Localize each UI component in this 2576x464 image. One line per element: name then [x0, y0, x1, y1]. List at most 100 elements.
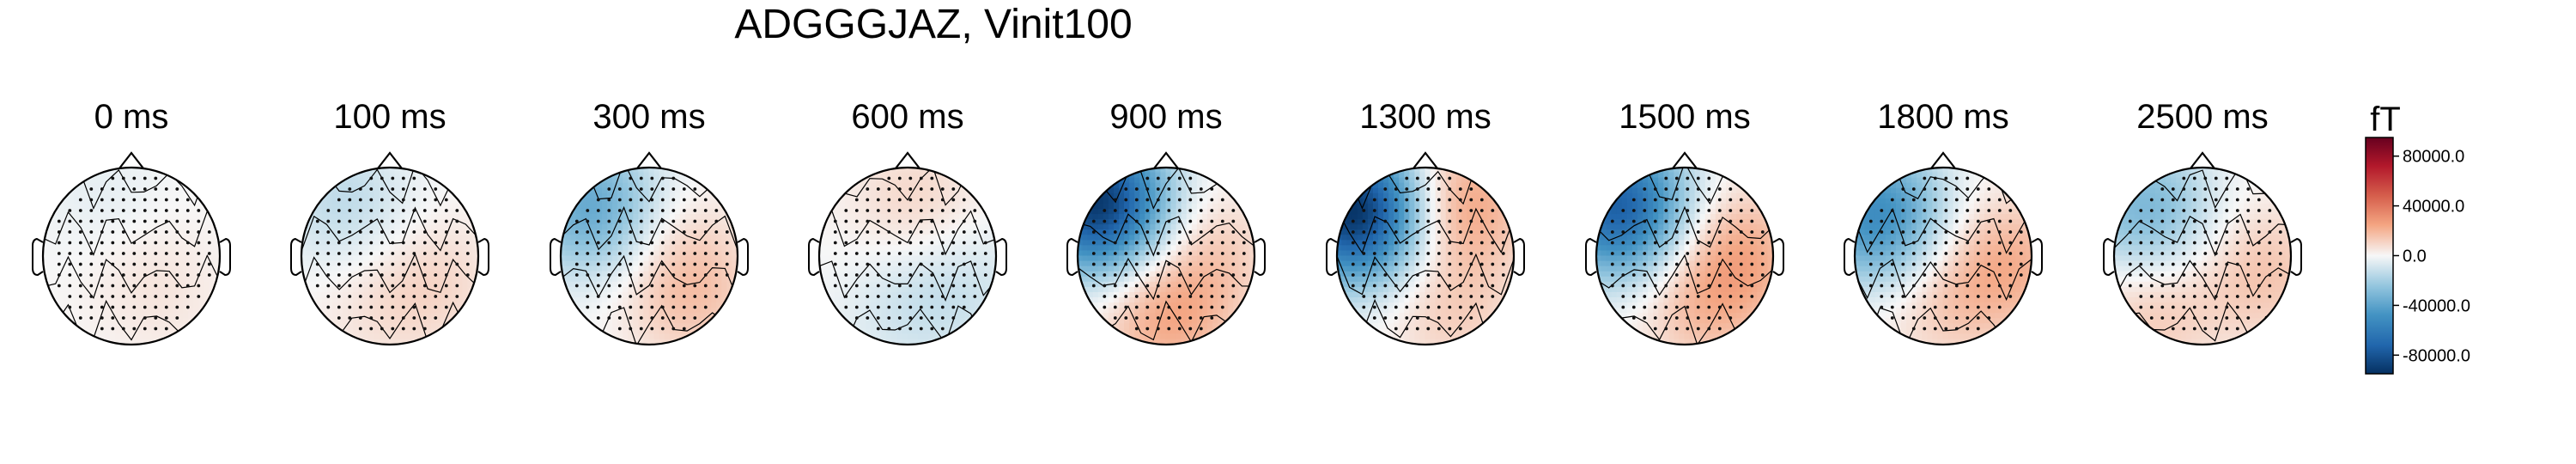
field-cell — [679, 328, 686, 335]
field-cell — [938, 313, 945, 320]
field-cell — [188, 219, 195, 226]
field-cell — [178, 203, 185, 210]
field-cell — [193, 229, 200, 236]
field-cell — [839, 198, 846, 205]
field-cell — [922, 208, 929, 216]
sensor-dot — [175, 305, 179, 309]
field-cell — [580, 260, 587, 267]
field-cell — [94, 328, 101, 335]
field-cell — [607, 302, 614, 309]
field-cell — [1087, 235, 1094, 241]
field-cell — [633, 187, 640, 194]
field-cell — [954, 291, 961, 298]
field-cell — [726, 229, 733, 236]
field-cell — [871, 250, 878, 257]
sensor-dot — [930, 230, 934, 234]
field-cell — [331, 240, 338, 247]
field-cell — [964, 296, 971, 304]
field-cell — [363, 250, 370, 257]
field-cell — [623, 229, 629, 236]
field-cell — [306, 235, 313, 241]
field-cell — [954, 323, 961, 330]
field-cell — [94, 291, 101, 298]
field-cell — [933, 240, 939, 247]
sensor-dot — [444, 209, 448, 212]
sensor-dot — [401, 219, 405, 223]
sensor-dot — [434, 209, 438, 212]
sensor-dot — [639, 295, 643, 298]
field-cell — [172, 182, 179, 189]
field-cell — [368, 192, 375, 199]
field-cell — [648, 182, 655, 189]
field-cell — [348, 245, 355, 252]
sensor-dot — [703, 252, 708, 255]
field-cell — [716, 302, 723, 309]
field-cell — [839, 250, 846, 257]
field-cell — [690, 255, 697, 262]
field-cell — [938, 203, 945, 210]
field-cell — [94, 198, 101, 205]
field-cell — [404, 214, 411, 221]
field-cell — [964, 266, 971, 272]
field-cell — [975, 235, 981, 241]
field-cell — [679, 339, 686, 345]
field-cell — [457, 276, 464, 283]
field-cell — [125, 291, 132, 298]
field-cell — [441, 250, 448, 257]
sensor-dots — [574, 176, 729, 331]
field-cell — [441, 308, 448, 314]
contour-line — [43, 253, 220, 299]
field-cell — [580, 276, 587, 283]
field-cell — [384, 291, 391, 298]
field-cell — [881, 328, 888, 335]
field-cell — [105, 214, 112, 221]
head-outline — [41, 166, 222, 346]
sensor-dot — [100, 219, 104, 223]
sensor-dot — [703, 241, 708, 245]
sensor-dot — [143, 295, 147, 298]
field-cell — [876, 235, 883, 241]
field-cell — [927, 313, 934, 320]
sensor-dot — [703, 262, 708, 266]
field-cell — [684, 255, 691, 262]
sensor-dot — [671, 176, 676, 180]
sensor-dot — [844, 241, 848, 245]
field-cell — [623, 308, 629, 314]
field-cell — [659, 333, 665, 340]
field-cell — [902, 229, 908, 236]
sensor-dot — [876, 187, 880, 191]
field-cell — [860, 240, 867, 247]
sensor-dot — [682, 198, 686, 202]
field-cell — [156, 250, 163, 257]
sensor-dot — [650, 230, 654, 234]
field-cell — [701, 240, 708, 247]
field-cell — [839, 296, 846, 304]
sensor-dot — [369, 305, 374, 309]
field-cell — [938, 286, 945, 293]
field-cell — [404, 328, 411, 335]
field-cell — [410, 318, 416, 325]
field-cell — [462, 296, 469, 304]
field-cell — [1092, 286, 1099, 293]
field-cell — [690, 318, 697, 325]
field-cell — [829, 240, 835, 247]
field-cell — [938, 224, 945, 231]
field-cell — [643, 235, 650, 241]
field-cell — [969, 296, 976, 304]
field-cell — [125, 245, 132, 252]
field-cell — [643, 281, 650, 288]
field-cell — [141, 296, 148, 304]
sensor-dot — [940, 187, 945, 191]
field-cell — [912, 328, 919, 335]
field-cell — [78, 208, 85, 216]
field-cell — [52, 276, 59, 283]
field-cell — [404, 291, 411, 298]
field-cell — [410, 286, 416, 293]
sensor-dot — [175, 262, 179, 266]
field-cell — [653, 296, 660, 304]
field-cell — [860, 271, 867, 278]
field-cell — [1103, 203, 1109, 210]
sensor-dot — [897, 316, 902, 320]
field-cell — [172, 281, 179, 288]
field-cell — [94, 333, 101, 340]
